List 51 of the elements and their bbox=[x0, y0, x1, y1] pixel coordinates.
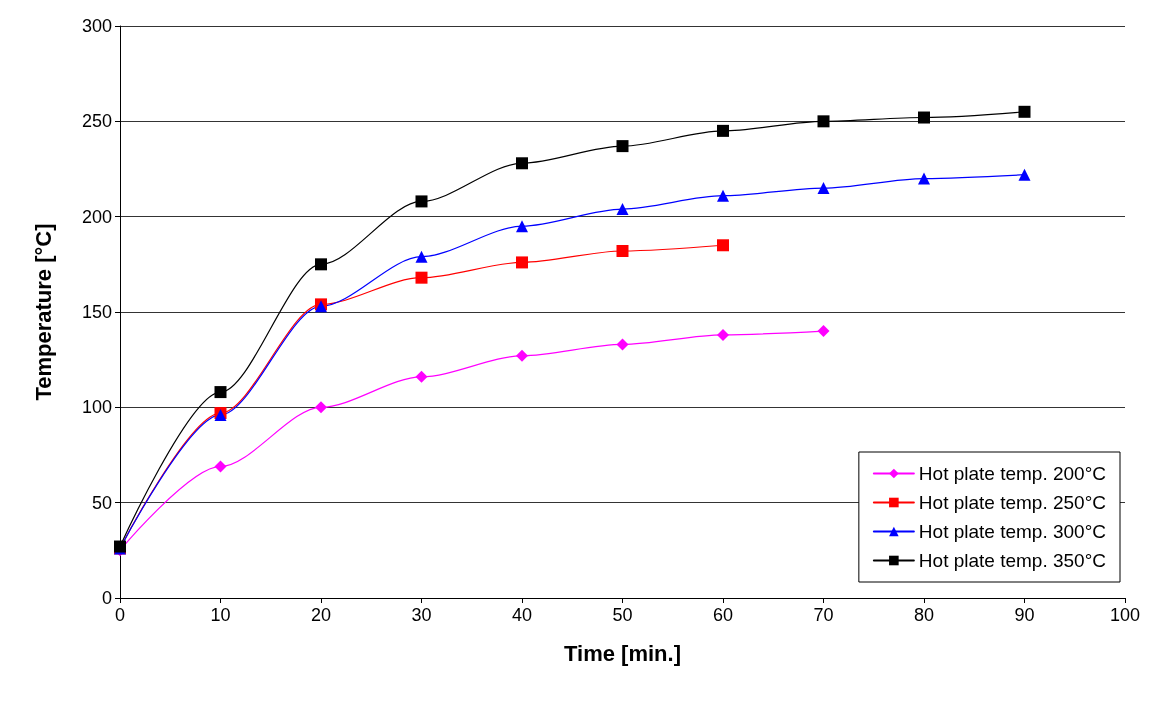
point bbox=[616, 140, 629, 153]
x-tick-label: 30 bbox=[411, 605, 432, 625]
y-axis-title: Temperature [°C] bbox=[30, 223, 56, 401]
x-tick-label: 100 bbox=[1109, 605, 1141, 625]
x-tick-label: 0 bbox=[114, 605, 126, 625]
y-tick-label: 300 bbox=[81, 16, 112, 36]
point bbox=[918, 111, 930, 124]
y-tick-label: 0 bbox=[101, 588, 112, 608]
point bbox=[616, 338, 629, 351]
point bbox=[717, 189, 729, 202]
point bbox=[516, 349, 528, 362]
point bbox=[1018, 168, 1031, 181]
point bbox=[717, 239, 729, 252]
y-tick-label: 100 bbox=[81, 397, 112, 418]
point bbox=[817, 182, 830, 195]
point bbox=[315, 401, 327, 414]
x-tick-label: 10 bbox=[210, 605, 231, 625]
point bbox=[415, 370, 428, 383]
legend-label: Hot plate temp. 300°C bbox=[918, 521, 1107, 542]
x-tick-label: 90 bbox=[1014, 605, 1035, 625]
x-tick-label: 50 bbox=[612, 605, 633, 625]
legend-label: Hot plate temp. 350°C bbox=[918, 550, 1107, 571]
point bbox=[817, 115, 830, 128]
y-tick-label: 150 bbox=[81, 302, 112, 322]
point bbox=[415, 250, 428, 263]
y-tick-label: 200 bbox=[81, 206, 112, 227]
point bbox=[717, 124, 729, 137]
point bbox=[315, 258, 327, 271]
y-tick-label: 50 bbox=[91, 492, 112, 513]
point bbox=[516, 220, 528, 233]
x-axis-title: Time [min.] bbox=[564, 640, 681, 666]
point bbox=[918, 172, 930, 185]
x-tick-label: 80 bbox=[913, 605, 935, 625]
y-tick-label: 250 bbox=[81, 111, 112, 132]
point bbox=[717, 328, 729, 341]
x-tick-label: 20 bbox=[310, 605, 332, 625]
point bbox=[415, 271, 428, 284]
x-tick-label: 70 bbox=[813, 605, 834, 625]
point bbox=[214, 460, 227, 473]
point bbox=[817, 325, 830, 338]
point bbox=[1018, 105, 1031, 118]
point bbox=[516, 256, 528, 269]
x-tick-label: 40 bbox=[511, 605, 533, 625]
point bbox=[616, 203, 629, 216]
point bbox=[415, 195, 428, 208]
point bbox=[516, 157, 528, 170]
legend-label: Hot plate temp. 200°C bbox=[918, 463, 1107, 484]
point bbox=[616, 244, 629, 257]
legend-label: Hot plate temp. 250°C bbox=[918, 492, 1107, 513]
point bbox=[214, 386, 227, 399]
x-tick-label: 60 bbox=[712, 605, 734, 625]
